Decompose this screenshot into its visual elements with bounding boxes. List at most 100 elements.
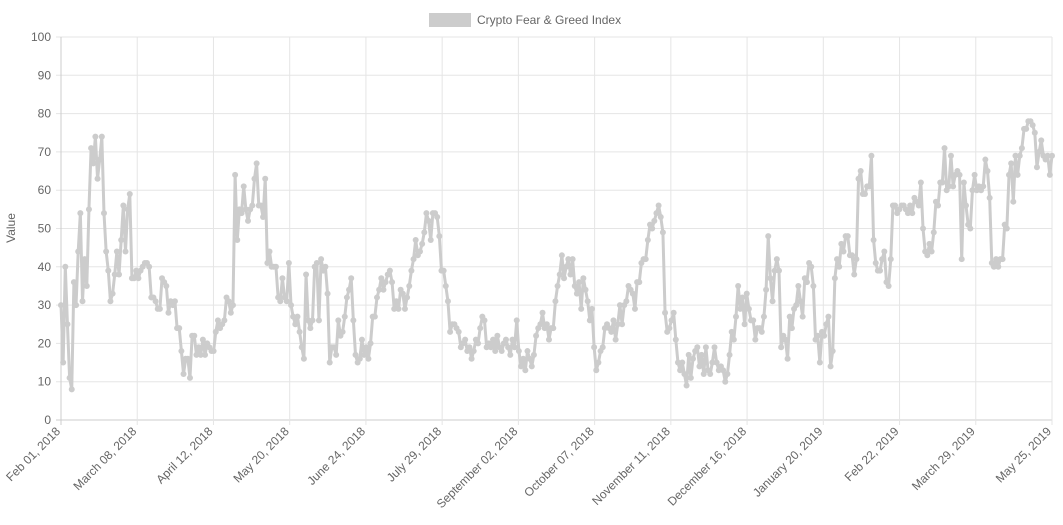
y-tick-label: 80 bbox=[38, 107, 52, 121]
data-point bbox=[524, 348, 531, 355]
data-point bbox=[969, 187, 976, 194]
data-point bbox=[561, 275, 568, 282]
data-point bbox=[389, 279, 396, 286]
data-point bbox=[866, 183, 873, 190]
data-point bbox=[68, 386, 75, 393]
data-point bbox=[694, 344, 701, 351]
data-point bbox=[595, 359, 602, 366]
data-point bbox=[857, 168, 864, 175]
data-point bbox=[537, 321, 544, 328]
data-point bbox=[771, 267, 778, 274]
data-point bbox=[300, 355, 307, 362]
data-point bbox=[733, 313, 739, 320]
data-point bbox=[769, 298, 776, 305]
data-point bbox=[687, 374, 694, 381]
data-point bbox=[505, 344, 512, 351]
data-point bbox=[935, 202, 942, 209]
data-point bbox=[107, 298, 114, 305]
data-point bbox=[436, 233, 443, 240]
data-point bbox=[440, 267, 447, 274]
data-point bbox=[892, 202, 899, 209]
data-point bbox=[339, 328, 346, 335]
data-point bbox=[810, 282, 817, 289]
data-point bbox=[659, 229, 666, 236]
data-point bbox=[202, 351, 209, 358]
data-point bbox=[511, 344, 518, 351]
data-point bbox=[571, 282, 578, 289]
data-point bbox=[765, 233, 772, 240]
data-point bbox=[315, 317, 322, 324]
data-point bbox=[670, 309, 677, 316]
data-point bbox=[298, 344, 305, 351]
data-point bbox=[234, 236, 241, 243]
data-point bbox=[786, 313, 793, 320]
data-point bbox=[666, 325, 673, 332]
data-point bbox=[586, 317, 593, 324]
data-point bbox=[795, 282, 802, 289]
data-point bbox=[290, 313, 297, 320]
data-point bbox=[980, 183, 987, 190]
data-point bbox=[341, 313, 348, 320]
data-point bbox=[831, 275, 838, 282]
x-tick-label: April 12, 2018 bbox=[153, 424, 215, 486]
data-point bbox=[85, 206, 92, 213]
data-point bbox=[131, 275, 138, 282]
data-point bbox=[840, 248, 847, 255]
data-point bbox=[679, 359, 686, 366]
legend-label: Crypto Fear & Greed Index bbox=[477, 13, 621, 27]
data-point bbox=[455, 328, 462, 335]
data-point bbox=[707, 371, 714, 378]
data-point bbox=[371, 313, 378, 320]
data-point bbox=[851, 271, 858, 278]
data-point bbox=[737, 305, 744, 312]
data-point bbox=[849, 252, 856, 259]
legend[interactable]: Crypto Fear & Greed Index bbox=[429, 13, 621, 27]
data-point bbox=[412, 236, 419, 243]
data-point bbox=[285, 259, 292, 266]
grid-lines bbox=[56, 36, 1053, 425]
data-point bbox=[105, 267, 112, 274]
data-point bbox=[481, 317, 488, 324]
data-point bbox=[109, 290, 116, 297]
data-point bbox=[77, 210, 84, 217]
data-point bbox=[408, 267, 415, 274]
data-point bbox=[361, 351, 368, 358]
x-tick-label: September 02, 2018 bbox=[434, 424, 521, 511]
data-point bbox=[827, 363, 834, 370]
data-point bbox=[195, 344, 202, 351]
data-point bbox=[711, 344, 718, 351]
data-point bbox=[1003, 225, 1010, 232]
data-point bbox=[425, 217, 432, 224]
data-point bbox=[242, 206, 249, 213]
data-point bbox=[122, 248, 129, 255]
data-point bbox=[758, 328, 765, 335]
series-points[interactable] bbox=[58, 118, 1055, 393]
data-point bbox=[406, 282, 413, 289]
x-tick-label: November 11, 2018 bbox=[589, 424, 673, 508]
y-tick-label: 20 bbox=[38, 336, 52, 350]
y-tick-label: 90 bbox=[38, 68, 52, 82]
data-point bbox=[249, 202, 256, 209]
data-point bbox=[318, 256, 325, 263]
data-point bbox=[990, 263, 997, 270]
data-point bbox=[552, 298, 559, 305]
data-point bbox=[844, 233, 851, 240]
data-point bbox=[279, 275, 286, 282]
data-point bbox=[683, 382, 690, 389]
data-point bbox=[333, 351, 340, 358]
data-point bbox=[619, 321, 626, 328]
data-point bbox=[245, 217, 252, 224]
data-point bbox=[214, 317, 221, 324]
data-point bbox=[816, 359, 823, 366]
data-point bbox=[257, 202, 264, 209]
data-point bbox=[545, 336, 552, 343]
data-point bbox=[513, 317, 520, 324]
data-point bbox=[533, 332, 540, 339]
data-point bbox=[376, 286, 383, 293]
data-point bbox=[229, 302, 236, 309]
data-point bbox=[487, 344, 494, 351]
data-point bbox=[530, 351, 537, 358]
data-point bbox=[447, 328, 454, 335]
data-point bbox=[993, 256, 1000, 263]
data-point bbox=[674, 359, 681, 366]
